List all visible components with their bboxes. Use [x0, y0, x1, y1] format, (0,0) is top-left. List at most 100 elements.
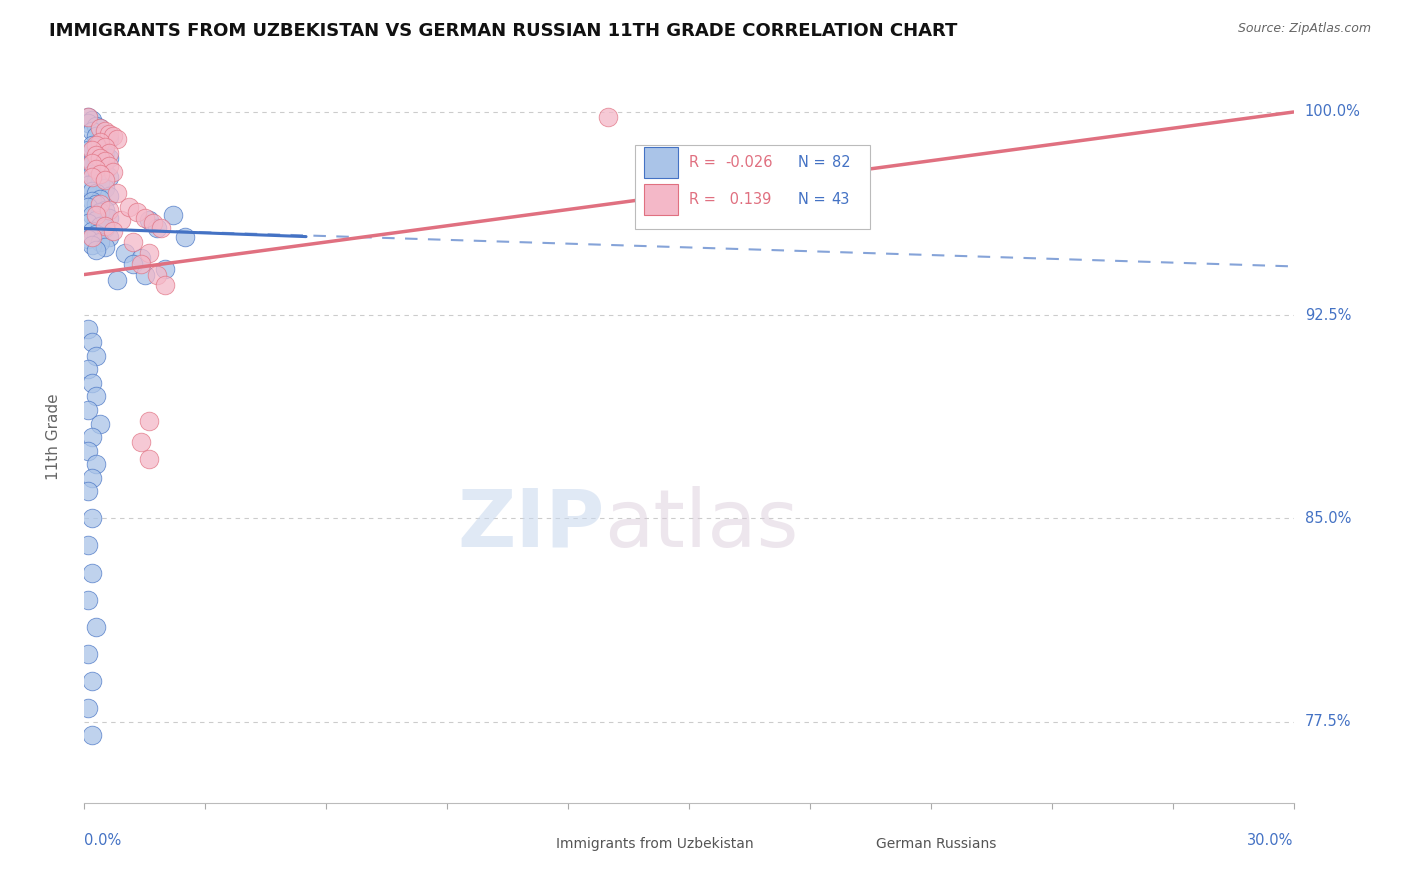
Point [110, 213, 132, 227]
Point [93, 124, 115, 138]
FancyBboxPatch shape [841, 834, 865, 856]
Point [77, 322, 100, 336]
Point [149, 221, 172, 235]
Point [129, 252, 152, 266]
Text: atlas: atlas [605, 486, 799, 564]
Point [89, 121, 111, 136]
Point [82, 511, 104, 525]
Point [153, 278, 176, 293]
Point [138, 245, 160, 260]
Point [86, 186, 108, 201]
Text: 43: 43 [831, 192, 851, 207]
Point [93, 219, 115, 233]
Point [86, 243, 108, 257]
Point [89, 135, 111, 149]
Point [77, 701, 100, 715]
Point [82, 728, 104, 742]
FancyBboxPatch shape [644, 147, 678, 178]
Point [82, 167, 104, 181]
Point [77, 362, 100, 376]
Point [82, 335, 104, 350]
Point [93, 164, 115, 178]
Point [97, 145, 120, 160]
Point [82, 237, 104, 252]
Text: 0.139: 0.139 [725, 192, 772, 207]
Point [82, 153, 104, 168]
Point [93, 221, 115, 235]
Point [138, 451, 160, 466]
Point [129, 257, 152, 271]
Point [77, 116, 100, 130]
Point [134, 211, 156, 225]
Point [77, 232, 100, 246]
Point [77, 216, 100, 230]
Text: 85.0%: 85.0% [1305, 511, 1351, 526]
Point [86, 208, 108, 222]
FancyBboxPatch shape [520, 834, 544, 856]
Point [97, 151, 120, 165]
Point [82, 229, 104, 244]
Point [146, 268, 169, 282]
Text: 92.5%: 92.5% [1305, 308, 1351, 323]
Point [97, 127, 120, 141]
Point [118, 200, 141, 214]
Point [97, 132, 120, 146]
Point [86, 349, 108, 363]
Point [82, 184, 104, 198]
Point [146, 221, 169, 235]
FancyBboxPatch shape [634, 145, 870, 228]
Point [86, 161, 108, 176]
Point [89, 192, 111, 206]
Point [138, 414, 160, 428]
Point [101, 129, 124, 144]
Point [174, 229, 197, 244]
Text: 77.5%: 77.5% [1305, 714, 1351, 729]
Point [89, 235, 111, 249]
Point [77, 443, 100, 458]
Point [86, 197, 108, 211]
Point [89, 151, 111, 165]
Point [142, 216, 165, 230]
Point [86, 137, 108, 152]
Text: N =: N = [797, 155, 830, 170]
Point [82, 566, 104, 580]
Point [82, 376, 104, 390]
Point [82, 194, 104, 209]
Point [77, 111, 100, 125]
Point [138, 213, 160, 227]
Text: R =: R = [689, 192, 720, 207]
Point [89, 148, 111, 162]
Point [82, 137, 104, 152]
Point [77, 484, 100, 499]
Point [162, 208, 184, 222]
Point [86, 172, 108, 186]
Text: N =: N = [797, 192, 830, 207]
Point [89, 135, 111, 149]
Point [77, 178, 100, 193]
Point [129, 435, 152, 450]
Point [89, 219, 111, 233]
Text: IMMIGRANTS FROM UZBEKISTAN VS GERMAN RUSSIAN 11TH GRADE CORRELATION CHART: IMMIGRANTS FROM UZBEKISTAN VS GERMAN RUS… [49, 22, 957, 40]
Text: Source: ZipAtlas.com: Source: ZipAtlas.com [1237, 22, 1371, 36]
Y-axis label: 11th Grade: 11th Grade [46, 393, 60, 481]
Point [93, 140, 115, 154]
Point [77, 143, 100, 157]
Point [105, 186, 128, 201]
Point [82, 224, 104, 238]
Point [97, 159, 120, 173]
Point [97, 189, 120, 203]
Text: ZIP: ZIP [457, 486, 605, 564]
Point [86, 620, 108, 634]
Point [86, 389, 108, 403]
Point [97, 211, 120, 225]
Point [89, 205, 111, 219]
Point [97, 229, 120, 244]
Point [121, 235, 143, 249]
Point [82, 113, 104, 128]
Point [89, 167, 111, 181]
Point [82, 673, 104, 688]
Point [93, 240, 115, 254]
Point [89, 121, 111, 136]
Point [82, 430, 104, 444]
Point [77, 403, 100, 417]
